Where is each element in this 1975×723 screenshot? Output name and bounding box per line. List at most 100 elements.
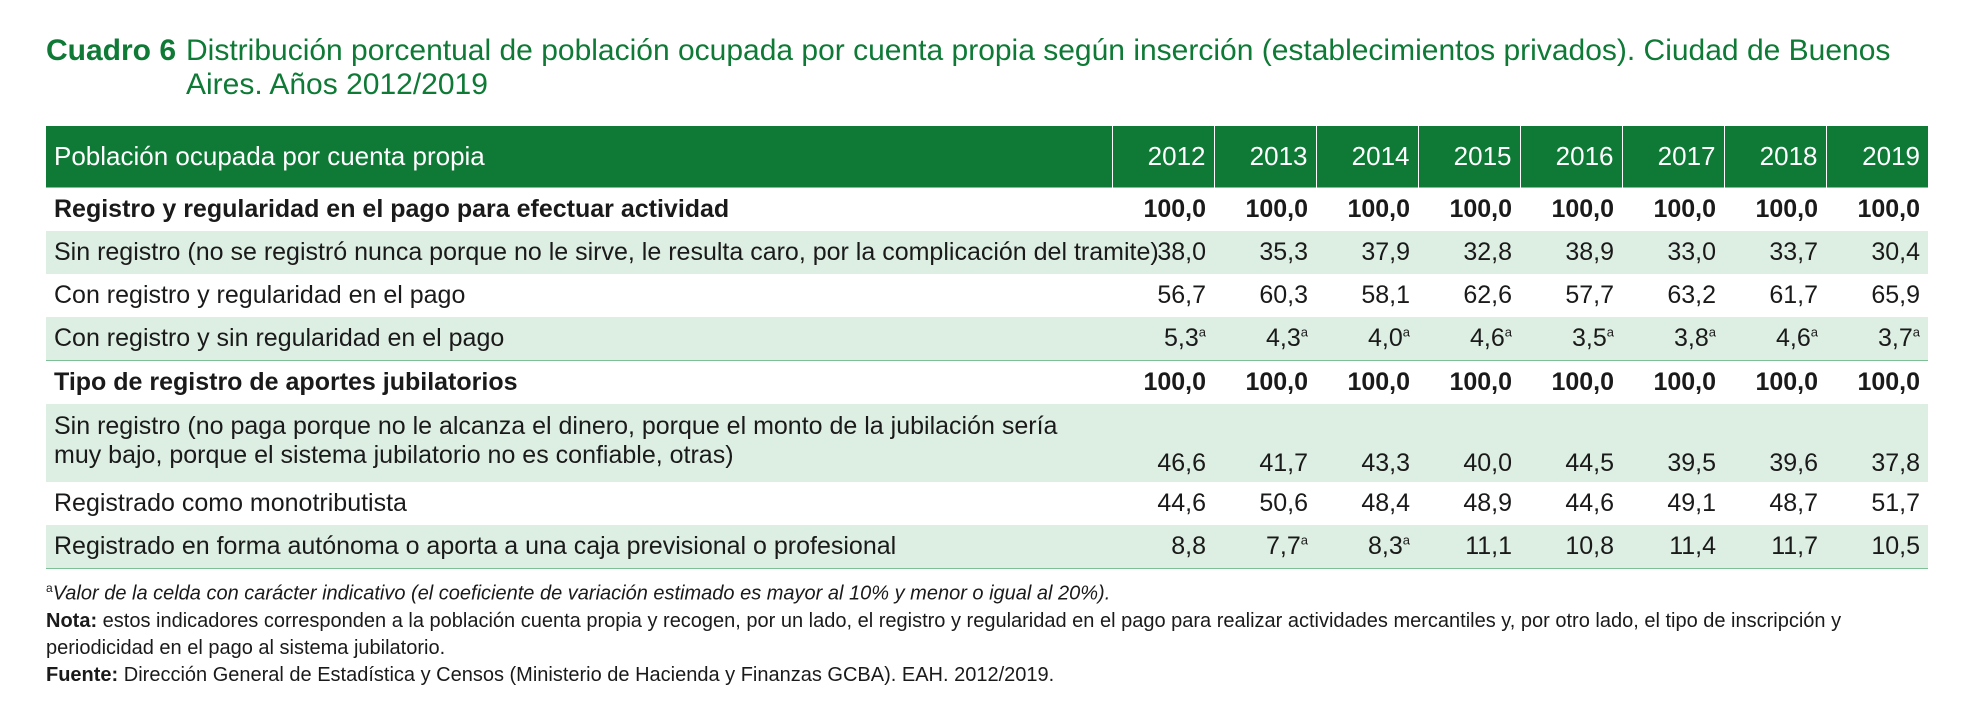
cell-value: 63,2 bbox=[1667, 280, 1716, 309]
cell-value: 100,0 bbox=[1143, 194, 1206, 223]
value-cell: 33,0 bbox=[1622, 231, 1724, 274]
value-cell: 7,7a bbox=[1214, 524, 1316, 569]
column-header-year: 2016 bbox=[1519, 126, 1622, 187]
value-cell: 63,2 bbox=[1622, 274, 1724, 317]
indicative-mark: a bbox=[1402, 532, 1410, 548]
value-cell: 100,0 bbox=[1214, 186, 1316, 231]
table-row: Con registro y sin regularidad en el pag… bbox=[46, 316, 1928, 361]
cell-value: 8,8 bbox=[1171, 531, 1206, 560]
cell-value: 56,7 bbox=[1157, 280, 1206, 309]
cell-value: 44,6 bbox=[1157, 488, 1206, 517]
nota-label: Nota: bbox=[46, 609, 98, 632]
value-cell: 100,0 bbox=[1826, 186, 1928, 231]
value-cell: 100,0 bbox=[1112, 186, 1214, 231]
indicative-mark: a bbox=[1912, 324, 1920, 340]
row-label: Registrado en forma autónoma o aporta a … bbox=[46, 524, 1112, 569]
table-row: Con registro y regularidad en el pago 56,… bbox=[46, 274, 1928, 317]
cell-value: 30,4 bbox=[1871, 237, 1920, 266]
cell-value: 3,5 bbox=[1572, 323, 1607, 352]
cell-value: 44,6 bbox=[1565, 488, 1614, 517]
indicative-mark: a bbox=[1198, 324, 1206, 340]
value-cell: 39,5 bbox=[1622, 404, 1724, 482]
column-header-year: 2014 bbox=[1315, 126, 1418, 187]
value-cell: 3,7a bbox=[1826, 317, 1928, 361]
value-cell: 40,0 bbox=[1418, 404, 1520, 482]
cell-value: 5,3 bbox=[1164, 323, 1199, 352]
cell-value: 10,5 bbox=[1871, 531, 1920, 560]
cell-value: 32,8 bbox=[1463, 237, 1512, 266]
footnote-mark: a bbox=[46, 581, 53, 595]
table-row: Registrado como monotributista 44,6 50,6 48… bbox=[46, 482, 1928, 525]
value-cell: 39,6 bbox=[1724, 404, 1826, 482]
nota-footnote: Nota: estos indicadores corresponden a l… bbox=[46, 608, 1936, 662]
cell-value: 100,0 bbox=[1551, 194, 1614, 223]
value-cell: 100,0 bbox=[1622, 359, 1724, 404]
indicative-mark: a bbox=[1504, 324, 1512, 340]
value-cell: 50,6 bbox=[1214, 482, 1316, 525]
column-header-year: 2019 bbox=[1825, 126, 1928, 187]
cell-value: 61,7 bbox=[1769, 280, 1818, 309]
cell-value: 100,0 bbox=[1347, 367, 1410, 396]
cell-value: 49,1 bbox=[1667, 488, 1716, 517]
value-cell: 100,0 bbox=[1724, 359, 1826, 404]
value-cell: 46,6 bbox=[1112, 404, 1214, 482]
cell-value: 60,3 bbox=[1259, 280, 1308, 309]
cell-value: 46,6 bbox=[1157, 448, 1206, 477]
value-cell: 65,9 bbox=[1826, 274, 1928, 317]
column-header-year: 2013 bbox=[1213, 126, 1316, 187]
table-section-row: Tipo de registro de aportes jubilatorios… bbox=[46, 359, 1928, 404]
table-caption: Distribución porcentual de población ocu… bbox=[186, 34, 1891, 101]
table-header-row: Población ocupada por cuenta propia 2012… bbox=[46, 126, 1928, 187]
indicative-mark: a bbox=[1606, 324, 1614, 340]
value-cell: 11,7 bbox=[1724, 524, 1826, 569]
value-cell: 37,9 bbox=[1316, 231, 1418, 274]
cell-value: 10,8 bbox=[1565, 531, 1614, 560]
table-body: Registro y regularidad en el pago para e… bbox=[46, 186, 1928, 569]
value-cell: 32,8 bbox=[1418, 231, 1520, 274]
value-cell: 37,8 bbox=[1826, 404, 1928, 482]
cell-value: 100,0 bbox=[1449, 367, 1512, 396]
cell-value: 3,8 bbox=[1674, 323, 1709, 352]
value-cell: 44,6 bbox=[1112, 482, 1214, 525]
cell-value: 8,3 bbox=[1368, 531, 1403, 560]
cell-value: 100,0 bbox=[1245, 194, 1308, 223]
indicative-mark: a bbox=[1402, 324, 1410, 340]
cell-value: 48,4 bbox=[1361, 488, 1410, 517]
cell-value: 100,0 bbox=[1755, 194, 1818, 223]
cell-value: 100,0 bbox=[1551, 367, 1614, 396]
column-header-label: Población ocupada por cuenta propia bbox=[54, 140, 485, 171]
cell-value: 39,5 bbox=[1667, 448, 1716, 477]
cell-value: 4,0 bbox=[1368, 323, 1403, 352]
cell-value: 100,0 bbox=[1755, 367, 1818, 396]
cell-value: 37,9 bbox=[1361, 237, 1410, 266]
value-cell: 100,0 bbox=[1520, 359, 1622, 404]
value-cell: 48,7 bbox=[1724, 482, 1826, 525]
value-cell: 3,5a bbox=[1520, 317, 1622, 361]
table-row: Sin registro (no se registró nunca porqu… bbox=[46, 230, 1928, 274]
value-cell: 100,0 bbox=[1112, 359, 1214, 404]
value-cell: 58,1 bbox=[1316, 274, 1418, 317]
cell-value: 4,6 bbox=[1470, 323, 1505, 352]
value-cell: 100,0 bbox=[1826, 359, 1928, 404]
fuente-label: Fuente: bbox=[46, 663, 119, 686]
value-cell: 41,7 bbox=[1214, 404, 1316, 482]
column-header-year: 2018 bbox=[1723, 126, 1826, 187]
cell-value: 33,7 bbox=[1769, 237, 1818, 266]
indicative-mark: a bbox=[1300, 532, 1308, 548]
cell-value: 11,1 bbox=[1465, 531, 1512, 560]
source-footnote: Fuente: Dirección General de Estadística… bbox=[46, 662, 1936, 689]
value-cell: 44,6 bbox=[1520, 482, 1622, 525]
indicative-mark: a bbox=[1300, 324, 1308, 340]
cell-value: 35,3 bbox=[1259, 237, 1308, 266]
value-cell: 100,0 bbox=[1418, 359, 1520, 404]
value-cell: 38,0 bbox=[1112, 231, 1214, 274]
value-cell: 100,0 bbox=[1214, 359, 1316, 404]
table-section-row: Registro y regularidad en el pago para e… bbox=[46, 186, 1928, 231]
table-number: Cuadro 6 bbox=[46, 34, 177, 67]
value-cell: 11,1 bbox=[1418, 524, 1520, 569]
cell-value: 38,9 bbox=[1565, 237, 1614, 266]
value-cell: 4,6a bbox=[1724, 317, 1826, 361]
cell-value: 40,0 bbox=[1463, 448, 1512, 477]
value-cell: 10,8 bbox=[1520, 524, 1622, 569]
cell-value: 100,0 bbox=[1653, 194, 1716, 223]
